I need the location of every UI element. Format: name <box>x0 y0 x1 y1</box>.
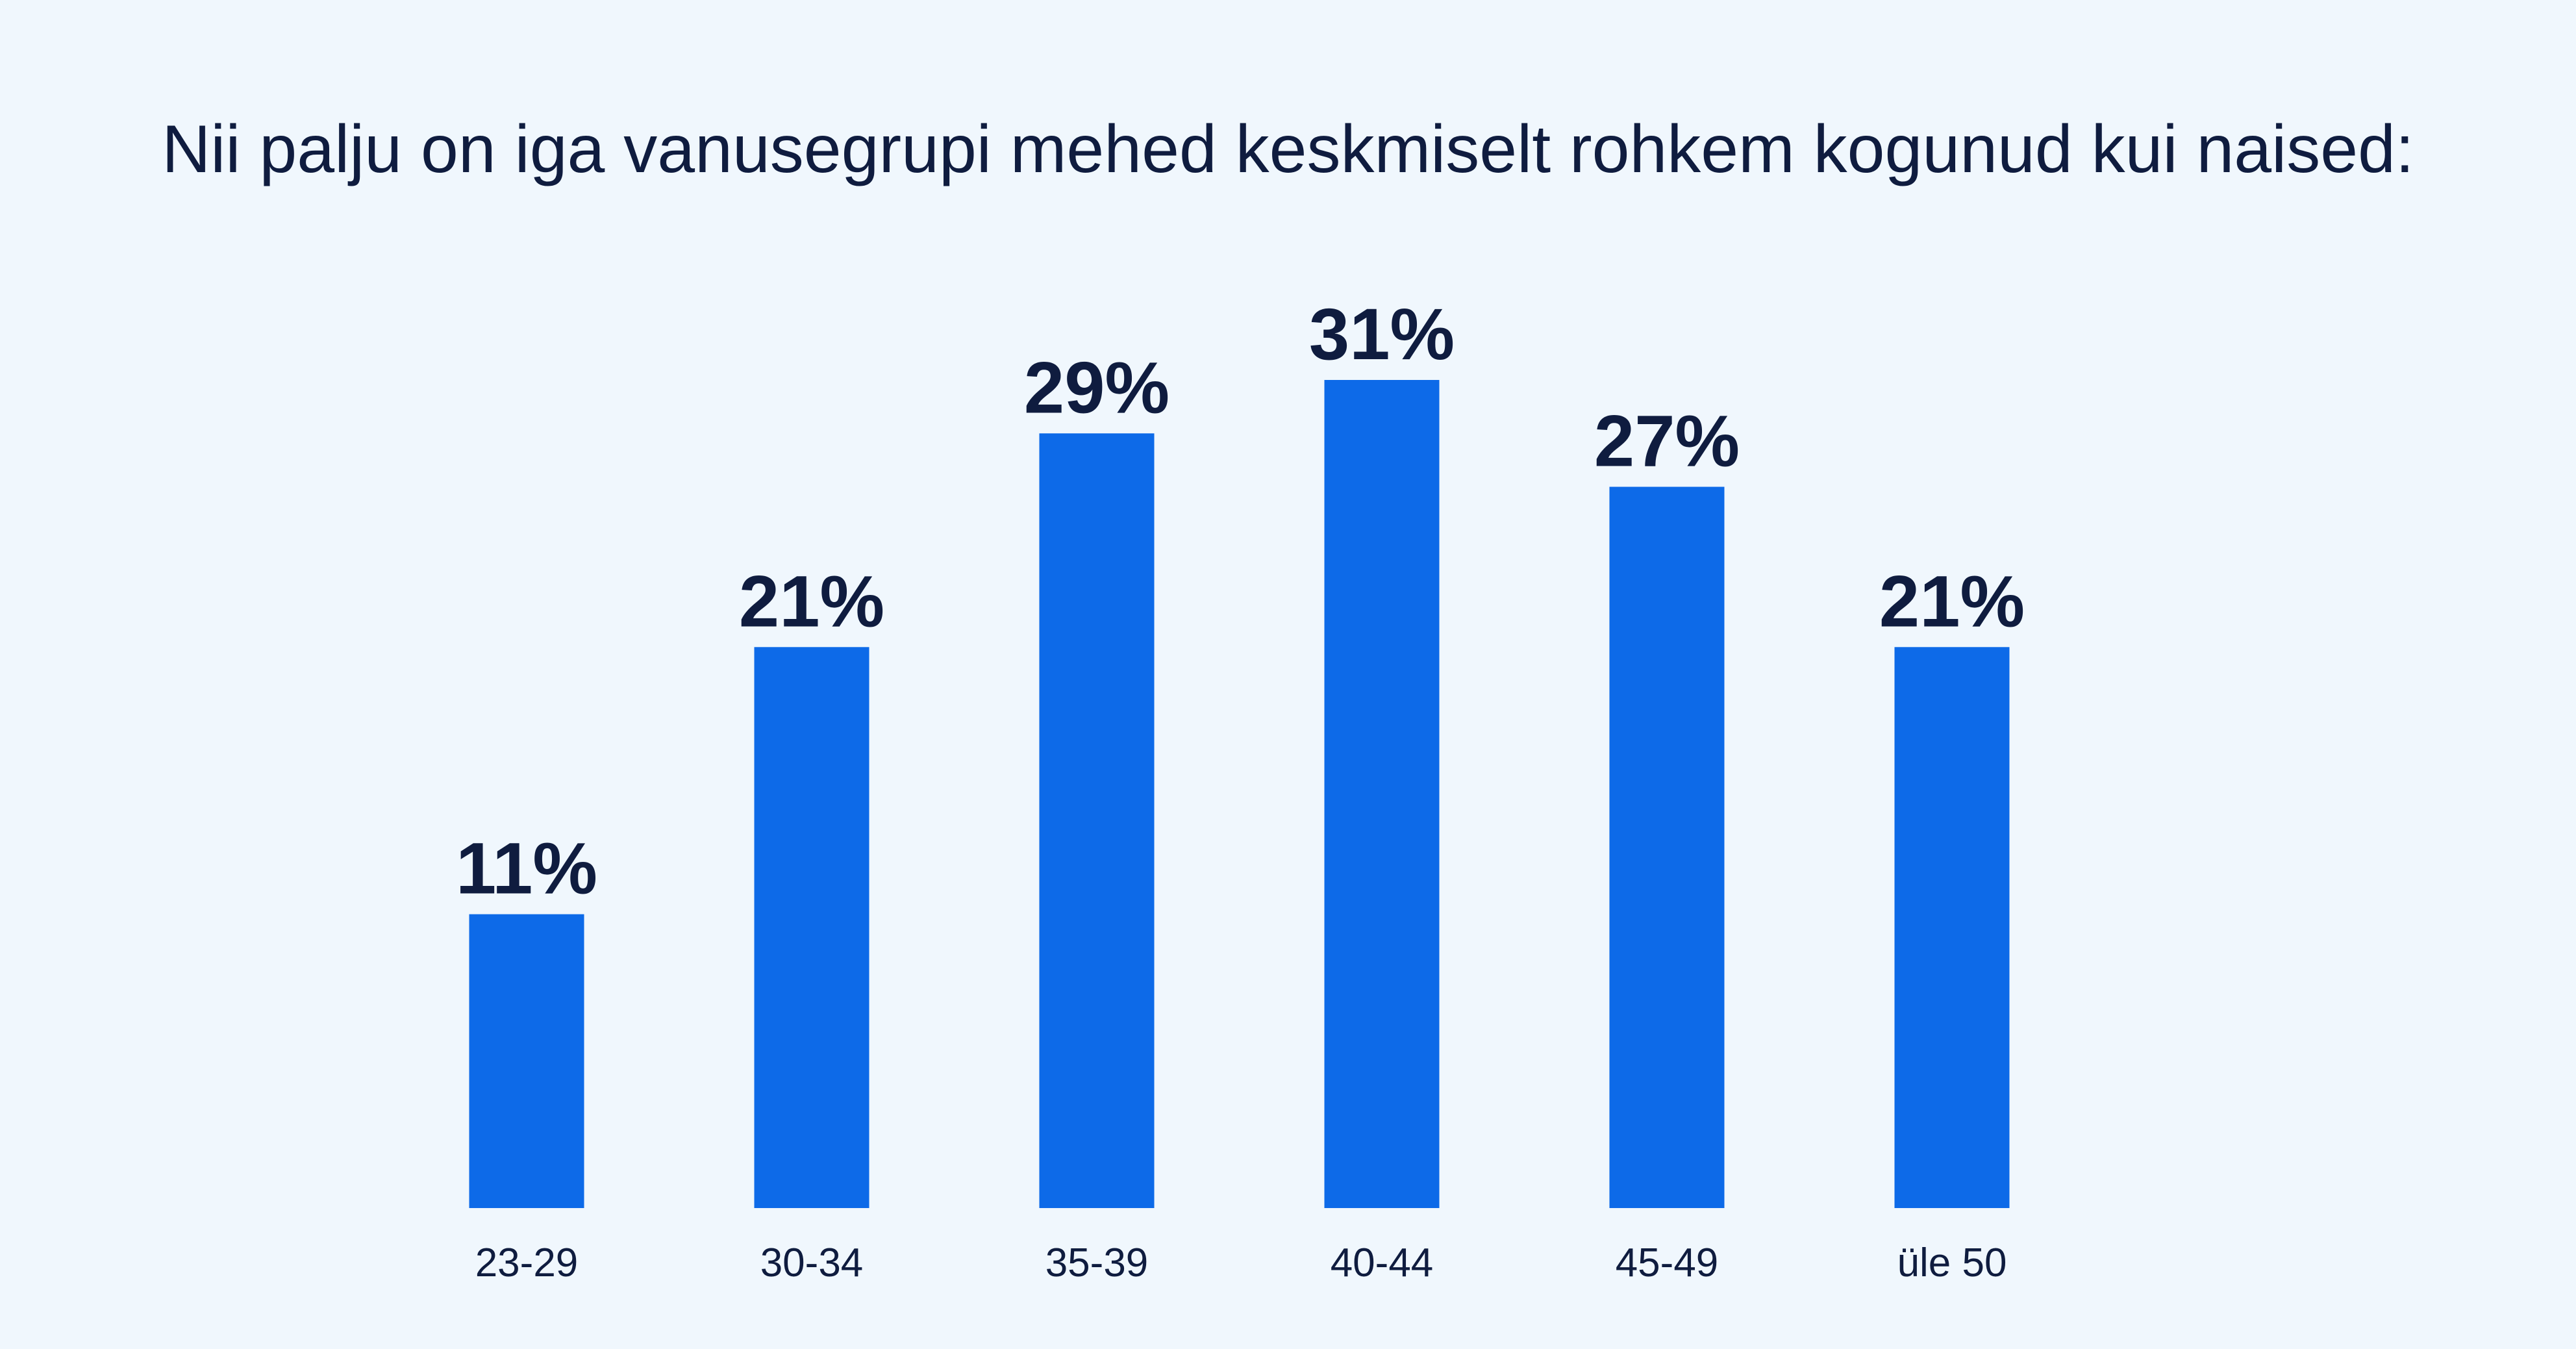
x-tick-label: 23-29 <box>475 1241 579 1285</box>
bar-23-29 <box>469 914 584 1208</box>
chart-title: Nii palju on iga vanusegrupi mehed keskm… <box>162 112 2414 187</box>
bar-35-39 <box>1039 433 1155 1208</box>
value-label: 11% <box>456 828 597 909</box>
value-label: 21% <box>1879 561 2025 642</box>
bar-üle-50 <box>1894 647 2010 1208</box>
value-label: 21% <box>739 561 884 642</box>
bar-40-44 <box>1324 380 1440 1208</box>
value-label: 29% <box>1024 347 1169 428</box>
x-tick-label: 45-49 <box>1616 1241 1719 1285</box>
x-tick-label: 35-39 <box>1045 1241 1149 1285</box>
bar-30-34 <box>754 647 869 1208</box>
x-tick-label: 40-44 <box>1331 1241 1434 1285</box>
bar-45-49 <box>1609 486 1725 1208</box>
x-tick-label: 30-34 <box>760 1241 864 1285</box>
value-label: 31% <box>1309 294 1455 375</box>
x-tick-label: üle 50 <box>1897 1241 2007 1285</box>
value-label: 27% <box>1594 401 1740 482</box>
